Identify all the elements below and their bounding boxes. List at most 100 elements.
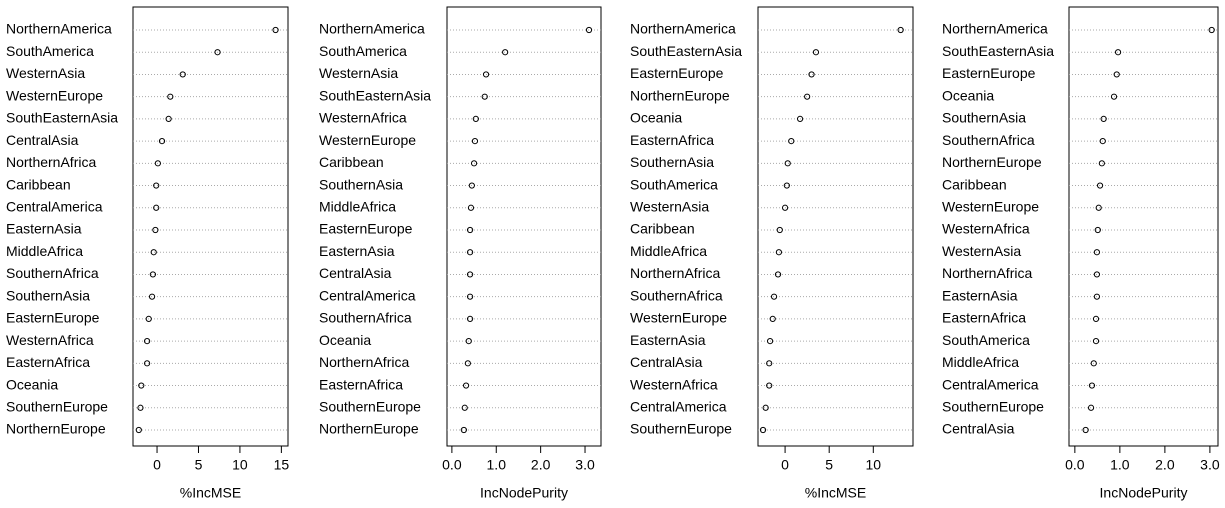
category-label: MiddleAfrica [630,243,707,259]
category-label: CentralAsia [942,421,1015,437]
dot [1087,404,1095,411]
dot [462,382,470,389]
category-label: CentralAmerica [630,398,727,414]
dot [781,204,789,211]
dot [143,338,151,345]
category-label: WesternAsia [942,243,1021,259]
dot [460,426,467,434]
x-tick-label: 0.0 [1065,457,1085,473]
category-label: EasternEurope [319,221,413,237]
dot [158,138,166,145]
category-label: WesternAsia [6,65,85,81]
dot [1110,93,1118,100]
x-tick-label: 3.0 [575,457,595,473]
x-tick-label: 15 [274,457,290,473]
x-tick-label: 1.0 [1110,457,1130,473]
category-label: Caribbean [630,221,695,237]
x-axis-label: %IncMSE [805,485,866,501]
category-label: CentralAsia [630,354,703,370]
dot [167,93,174,100]
dot [1096,182,1104,189]
dot [148,293,156,300]
dot [1093,271,1101,278]
dot [502,49,509,56]
dot [1098,160,1105,167]
category-label: WesternEurope [630,310,727,326]
category-label: EasternAfrica [319,376,403,392]
plot-frame [446,6,602,447]
dot [137,404,144,411]
category-label: EasternAsia [942,287,1018,303]
x-tick-label: 5 [825,457,833,473]
dot [897,26,904,34]
dot [1100,115,1107,122]
dot [1082,426,1089,434]
category-label: SouthEasternAsia [6,110,118,126]
dot [766,360,773,367]
dot [766,382,773,389]
category-label: WesternAsia [630,198,709,214]
category-label: WesternEurope [942,198,1039,214]
category-label: EasternAsia [630,332,706,348]
category-label: SouthEasternAsia [942,43,1054,59]
category-label: NorthernEurope [319,421,419,437]
dot [766,338,774,345]
category-label: NorthernAmerica [6,21,112,37]
category-label: NorthernEurope [942,154,1042,170]
category-label: SouthAmerica [630,176,718,192]
dot [153,182,160,189]
dot [154,160,161,167]
dot [1095,204,1102,211]
dot [464,360,471,367]
category-label: SouthernEurope [942,398,1044,414]
category-label: SouthernAsia [630,154,714,170]
category-label: NorthernEurope [6,421,106,437]
dot [152,226,159,234]
x-axis-label: IncNodePurity [1100,485,1188,501]
category-label: MiddleAfrica [942,354,1019,370]
dot [149,271,156,278]
category-label: CentralAsia [319,265,392,281]
dot [812,49,820,56]
category-label: SouthernAfrica [319,310,412,326]
category-label: EasternEurope [630,65,724,81]
category-label: SouthernEurope [319,398,421,414]
dot [461,404,468,411]
dot [1092,315,1100,322]
dot [272,26,279,34]
x-axis-label: IncNodePurity [480,485,568,501]
category-label: EasternAfrica [942,310,1026,326]
dot [770,293,778,300]
dot [784,160,791,167]
dot [759,426,767,434]
category-label: EasternAfrica [630,132,714,148]
dot [1114,49,1122,56]
dot [472,115,479,122]
dot [145,315,152,322]
dot [466,293,474,300]
category-label: SouthernAfrica [942,132,1035,148]
dot [470,160,478,167]
dot [153,204,160,211]
category-label: EasternEurope [942,65,1036,81]
category-label: Oceania [630,110,682,126]
dot [1094,226,1101,234]
dot [762,404,769,411]
dot [465,338,472,345]
category-label: SouthAmerica [319,43,407,59]
dot [1099,138,1106,145]
dot [1088,382,1096,389]
dot [783,182,790,189]
x-tick-label: 2.0 [1155,457,1175,473]
dot [808,71,815,78]
x-tick-label: 0.0 [442,457,462,473]
dot [1208,26,1215,34]
category-label: EasternEurope [6,310,100,326]
dot [1093,249,1101,256]
x-tick-label: 10 [866,457,882,473]
plot-frame [1068,6,1219,447]
category-label: NorthernAmerica [942,21,1048,37]
category-label: CentralAsia [6,132,79,148]
dot [467,204,475,211]
